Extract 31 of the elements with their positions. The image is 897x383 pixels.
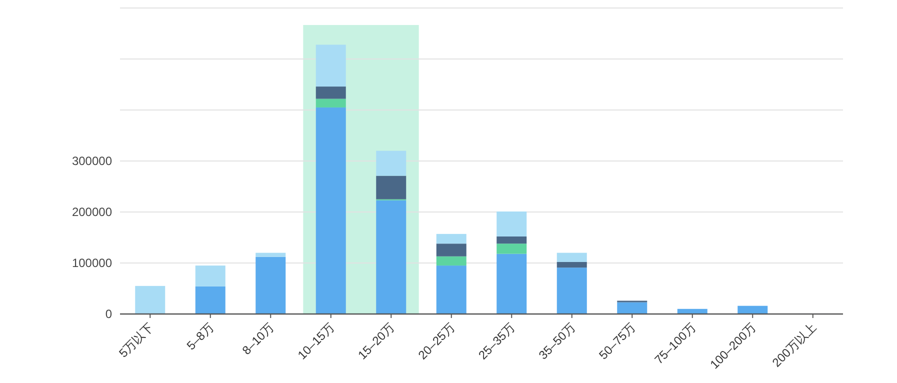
bar [195,286,226,314]
bar [496,244,527,254]
y-tick-label: 300000 [72,154,112,168]
bar [135,286,166,314]
bar [316,44,346,87]
bar [195,266,226,286]
bar [617,302,648,314]
bar [738,306,768,314]
bar [556,252,587,262]
bar [376,200,406,314]
x-tick-label: 5–8万 [184,320,216,353]
bar [496,254,527,314]
bar [556,262,587,268]
bar [316,107,346,314]
bar [436,256,466,266]
bar [436,244,466,256]
bar [316,86,346,99]
x-tick-label: 5万以下 [116,320,156,360]
bar [256,252,286,257]
bar [316,98,346,108]
bar [496,236,527,244]
bar [556,268,587,314]
y-tick-label: 200000 [72,205,112,219]
bar [256,256,286,314]
bar [376,176,406,200]
y-tick-label: 0 [105,307,112,321]
bar [496,211,527,236]
bar [376,150,406,176]
y-tick-label: 100000 [72,256,112,270]
bar [436,234,466,244]
bar [436,266,466,314]
